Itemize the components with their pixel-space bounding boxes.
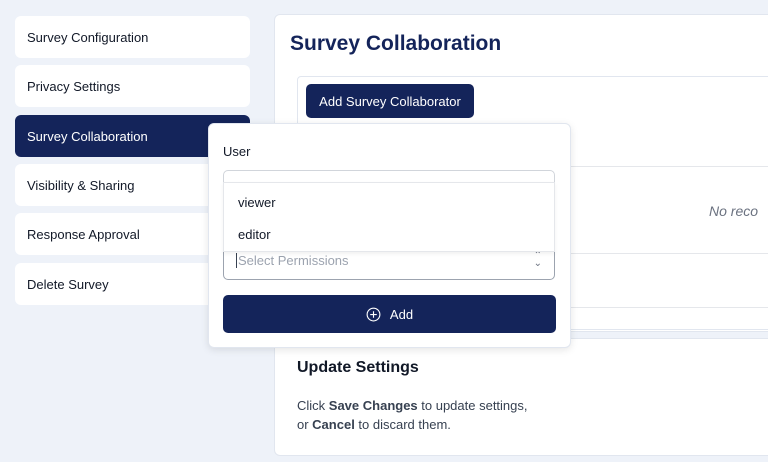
permissions-dropdown: viewer editor [223, 182, 555, 252]
option-viewer[interactable]: viewer [238, 195, 276, 210]
plus-circle-icon [366, 307, 381, 321]
user-label: User [223, 144, 251, 159]
text: or [297, 417, 313, 432]
cancel-text: Cancel [312, 417, 355, 432]
chevron-up-down-icon: ⌃ ⌄ [533, 250, 542, 269]
text: Click [297, 398, 329, 413]
add-label: Add [389, 306, 414, 322]
sidebar-item-privacy-settings[interactable]: Privacy Settings [15, 65, 250, 107]
page-title: Survey Collaboration [290, 32, 502, 55]
option-editor[interactable]: editor [238, 227, 271, 242]
update-settings-title: Update Settings [297, 359, 419, 376]
update-settings-text: Click Save Changes to update settings, o… [297, 396, 528, 434]
empty-state-text: No reco [709, 203, 759, 219]
add-button[interactable]: Add [223, 295, 556, 333]
sidebar-item-survey-configuration[interactable]: Survey Configuration [15, 16, 250, 58]
permissions-select[interactable]: Select Permissions ⌃ ⌄ [223, 240, 555, 280]
text: to update settings, [417, 398, 528, 413]
text: to discard them. [354, 417, 451, 432]
save-changes-text: Save Changes [328, 398, 418, 413]
permissions-placeholder: Select Permissions [236, 252, 349, 268]
update-settings-card [274, 338, 768, 456]
add-survey-collaborator-button[interactable]: Add Survey Collaborator [306, 84, 474, 118]
